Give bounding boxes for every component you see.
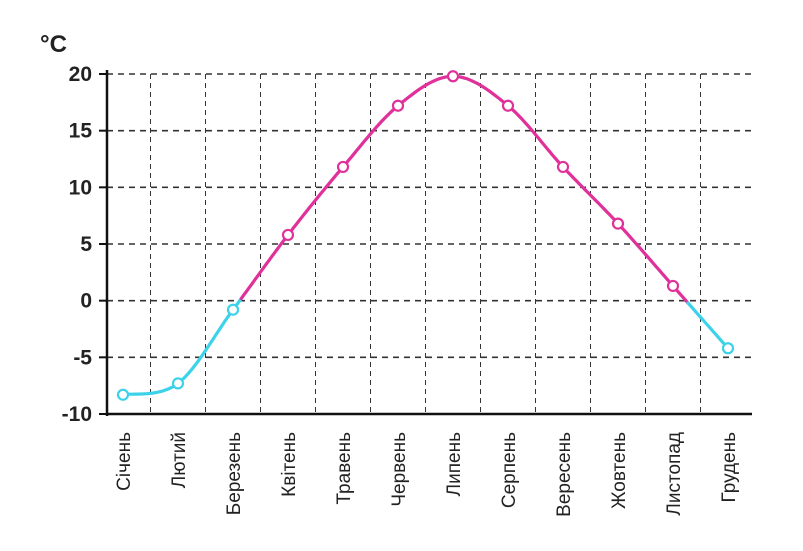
x-tick-label: Квітень [279,432,300,497]
y-tick-label: 15 [69,120,93,143]
x-tick-label: Вересень [554,432,575,517]
x-tick-label: Червень [389,432,410,507]
data-point [116,388,130,401]
data-point [171,377,185,390]
y-tick-label: 10 [69,176,92,199]
y-unit-label: °C [40,31,67,58]
y-tick-label: 5 [80,233,92,256]
x-tick-label: Жовтень [609,432,630,509]
chart-axes [99,70,752,416]
data-point [501,99,515,112]
data-point [281,228,295,242]
data-point [391,99,405,112]
y-tick-label: -10 [62,403,92,426]
x-tick-label: Лютий [169,432,190,488]
data-point [666,279,680,293]
data-point [556,160,570,174]
series-line-above-zero [239,74,690,305]
series-line-below-zero [686,301,730,350]
x-tick-label: Січень [114,432,135,491]
data-point [336,160,350,174]
x-tick-label: Грудень [719,432,740,503]
x-tick-label: Липень [444,432,465,496]
chart-grid [107,73,752,415]
data-point [446,70,460,83]
x-tick-label: Березень [224,432,245,515]
x-tick-label: Травень [334,432,355,505]
y-tick-label: -5 [73,346,92,369]
data-point [721,342,735,355]
temperature-series [116,70,735,401]
y-tick-label: 0 [80,290,92,313]
x-tick-labels: Січень Лютий Березень Квітень Травень Червень… [114,432,740,517]
data-point [226,303,240,316]
x-tick-label: Листопад [664,432,685,516]
data-point [611,217,625,230]
x-tick-label: Серпень [499,432,520,508]
y-tick-label: 20 [69,63,92,86]
y-tick-labels: 20 15 10 5 0 -5 -10 [62,63,93,426]
